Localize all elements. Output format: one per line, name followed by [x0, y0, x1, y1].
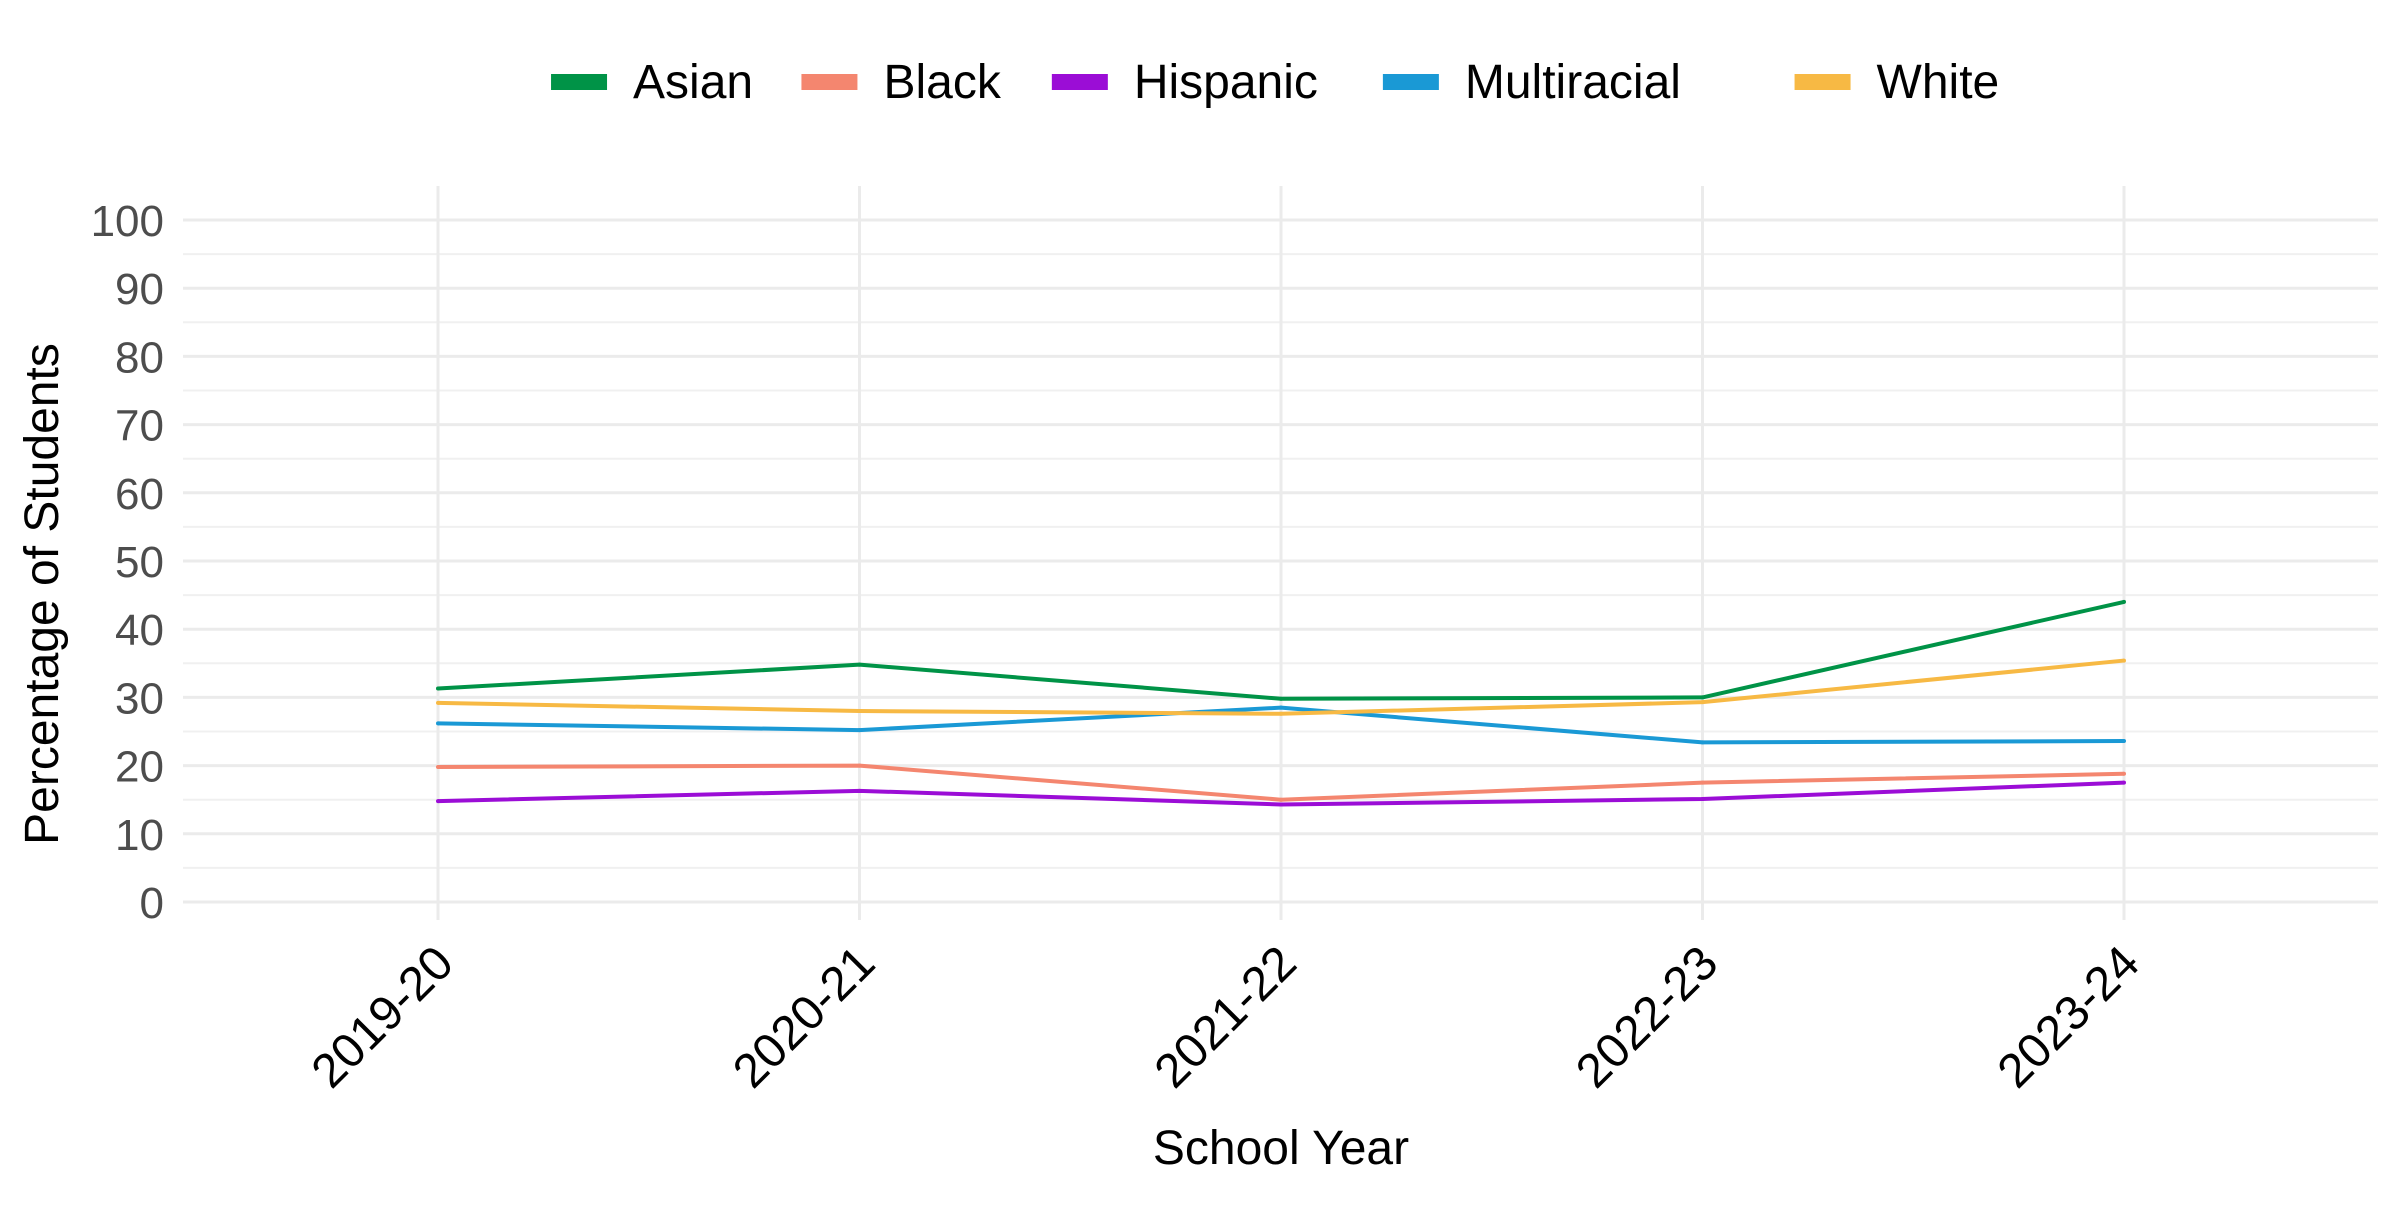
- data-point: [2122, 780, 2126, 785]
- y-tick-label: 100: [91, 197, 164, 246]
- data-point: [436, 764, 440, 769]
- legend-item-white: White: [1794, 56, 2000, 109]
- data-point: [857, 788, 862, 793]
- legend-key: [1051, 74, 1108, 90]
- y-tick-label: 40: [115, 606, 164, 655]
- y-tick-label: 80: [115, 333, 164, 382]
- y-axis-title: Percentage of Students: [16, 343, 69, 845]
- legend-item-black: Black: [801, 56, 1002, 109]
- y-tick-label: 10: [115, 811, 164, 860]
- y-tick-label: 0: [140, 879, 164, 928]
- grid-lines: [183, 186, 2378, 920]
- legend-key: [551, 74, 608, 90]
- data-point: [1700, 740, 1705, 745]
- legend-item-multiracial: Multiracial: [1382, 56, 1681, 109]
- data-point: [1700, 797, 1705, 802]
- series-white: [436, 658, 2126, 716]
- data-point: [857, 662, 862, 667]
- legend-item-asian: Asian: [551, 56, 753, 109]
- y-tick-label: 30: [115, 674, 164, 723]
- data-point: [1279, 696, 1283, 701]
- x-tick-label: 2019-20: [302, 936, 464, 1098]
- data-point: [1279, 705, 1283, 710]
- legend-label: White: [1877, 56, 2000, 109]
- data-point: [436, 799, 440, 804]
- data-point: [2122, 771, 2126, 776]
- data-point: [2122, 739, 2126, 744]
- y-tick-label: 20: [115, 743, 164, 792]
- legend-key: [801, 74, 858, 90]
- x-axis-title: School Year: [1153, 1122, 1409, 1175]
- data-point: [1279, 711, 1283, 716]
- legend-label: Hispanic: [1134, 56, 1318, 109]
- series-asian: [436, 599, 2126, 701]
- data-point: [1279, 802, 1283, 807]
- data-point: [857, 728, 862, 733]
- data-point: [857, 763, 862, 768]
- data-point: [1279, 797, 1283, 802]
- series-multiracial: [436, 705, 2126, 745]
- data-point: [857, 709, 862, 714]
- x-tick-label: 2020-21: [723, 936, 885, 1098]
- y-tick-label: 70: [115, 402, 164, 451]
- data-point: [436, 686, 440, 691]
- x-tick-label: 2023-24: [1988, 936, 2150, 1098]
- y-tick-label: 60: [115, 470, 164, 519]
- x-tick-label: 2021-22: [1145, 936, 1307, 1098]
- legend-key: [1794, 74, 1851, 90]
- series-lines: [436, 599, 2126, 807]
- series-black: [436, 763, 2126, 802]
- legend-item-hispanic: Hispanic: [1051, 56, 1318, 109]
- legend-label: Multiracial: [1465, 56, 1681, 109]
- data-point: [2122, 658, 2126, 663]
- data-point: [436, 700, 440, 705]
- legend-key: [1382, 74, 1439, 90]
- legend-label: Black: [883, 56, 1001, 109]
- series-hispanic: [436, 780, 2126, 807]
- data-point: [1700, 700, 1705, 705]
- y-tick-label: 90: [115, 265, 164, 314]
- data-point: [1700, 695, 1705, 700]
- data-point: [2122, 599, 2126, 604]
- data-point: [1700, 780, 1705, 785]
- x-tick-label: 2022-23: [1566, 936, 1728, 1098]
- legend-label: Asian: [633, 56, 753, 109]
- x-axis-tick-labels: 2019-20 2020-21 2021-22 2022-23 2023-24: [302, 936, 2150, 1098]
- legend: Asian Black Hispanic Multiracial White: [551, 56, 1999, 109]
- y-axis-tick-labels: 0 10 20 30 40 50 60 70 80 90 100: [91, 197, 164, 928]
- data-point: [436, 721, 440, 726]
- y-tick-label: 50: [115, 538, 164, 587]
